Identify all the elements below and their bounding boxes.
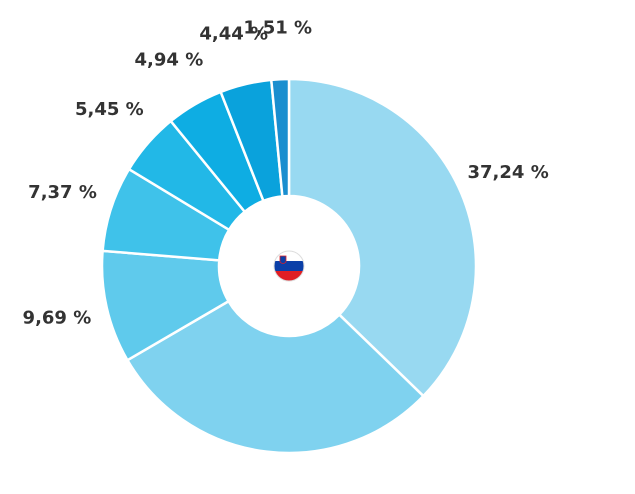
value-label: 5,45 % — [75, 99, 144, 120]
donut-slice — [287, 77, 478, 398]
donut-slice — [125, 299, 426, 455]
donut-slice — [269, 77, 291, 198]
value-label: 4,94 % — [135, 50, 204, 71]
value-label: 7,37 % — [28, 182, 97, 203]
value-label: 29,36 % — [220, 491, 301, 494]
value-label: 9,69 % — [23, 308, 92, 329]
value-label: 37,24 % — [468, 162, 549, 183]
value-label: 1,51 % — [243, 17, 312, 38]
center-flag — [273, 250, 305, 282]
value-label: 4,44 % — [199, 24, 268, 45]
